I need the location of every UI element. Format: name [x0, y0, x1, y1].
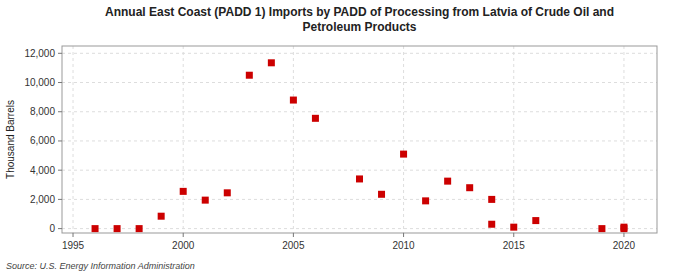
tick-label-y: 0 — [49, 223, 55, 234]
axes: 1995 2000 2005 2010 2015 2020 0 2,000 4,000 6,000… — [24, 46, 657, 251]
grid-line-x — [73, 46, 74, 233]
grid-line-y — [62, 228, 657, 229]
point — [378, 191, 385, 198]
point — [400, 151, 407, 158]
tick-label-y: 10,000 — [24, 77, 55, 88]
point — [202, 197, 209, 204]
grid-line-y — [62, 111, 657, 112]
point — [224, 189, 231, 196]
chart: Annual East Coast (PADD 1) Imports by PA… — [0, 0, 675, 275]
tick-x — [513, 233, 514, 237]
plot-frame — [62, 46, 657, 233]
point — [246, 72, 253, 79]
grid-line-y — [62, 170, 657, 171]
tick-label-x: 2005 — [282, 240, 305, 251]
tick-label-x: 2010 — [392, 240, 415, 251]
point — [598, 225, 605, 232]
points — [92, 59, 628, 232]
tick-y — [58, 82, 62, 83]
point — [510, 224, 517, 231]
point — [488, 196, 495, 203]
point — [158, 213, 165, 220]
tick-x — [73, 233, 74, 237]
source-note: Source: U.S. Energy Information Administ… — [6, 261, 195, 271]
point — [290, 97, 297, 104]
grid — [62, 46, 657, 233]
tick-y — [58, 140, 62, 141]
point — [136, 225, 143, 232]
point — [488, 221, 495, 228]
grid-line-y — [62, 140, 657, 141]
tick-x — [293, 233, 294, 237]
point — [532, 217, 539, 224]
point — [312, 115, 319, 122]
tick-label-y: 4,000 — [30, 165, 55, 176]
grid-line-y — [62, 53, 657, 54]
grid-line-x — [623, 46, 624, 233]
grid-line-y — [62, 82, 657, 83]
point — [620, 224, 627, 231]
point — [92, 225, 99, 232]
tick-label-y: 12,000 — [24, 48, 55, 59]
tick-label-x: 1995 — [62, 240, 85, 251]
point — [268, 59, 275, 66]
tick-label-x: 2000 — [172, 240, 195, 251]
tick-label-y: 8,000 — [30, 106, 55, 117]
title: Annual East Coast (PADD 1) Imports by PA… — [105, 5, 614, 34]
tick-y — [58, 199, 62, 200]
point — [444, 178, 451, 185]
point — [180, 188, 187, 195]
tick-label-y: 2,000 — [30, 194, 55, 205]
tick-x — [623, 233, 624, 237]
tick-label-y: 6,000 — [30, 135, 55, 146]
tick-x — [183, 233, 184, 237]
tick-y — [58, 111, 62, 112]
grid-line-x — [293, 46, 294, 233]
point — [114, 225, 121, 232]
tick-y — [58, 170, 62, 171]
grid-line-y — [62, 199, 657, 200]
tick-label-x: 2020 — [613, 240, 636, 251]
point — [466, 184, 473, 191]
tick-x — [403, 233, 404, 237]
point — [422, 197, 429, 204]
grid-line-x — [403, 46, 404, 233]
grid-line-x — [183, 46, 184, 233]
tick-y — [58, 53, 62, 54]
point — [356, 175, 363, 182]
grid-line-x — [513, 46, 514, 233]
tick-y — [58, 228, 62, 229]
y-axis-label: Thousand Barrels — [5, 100, 16, 179]
tick-label-x: 2015 — [503, 240, 526, 251]
